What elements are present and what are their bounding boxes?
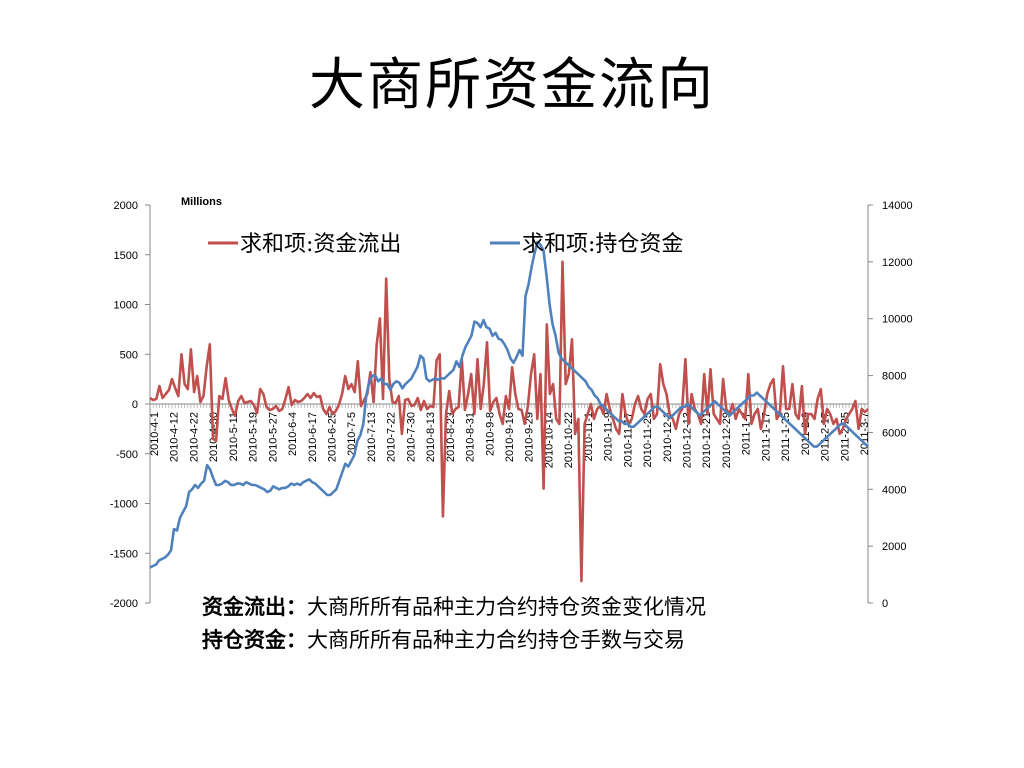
x-tick-label: 2010-6-4 — [287, 412, 299, 456]
left-tick-label: 1500 — [114, 250, 138, 262]
x-tick-label: 2010-8-31 — [465, 412, 477, 462]
x-tick-label: 2010-10-22 — [563, 412, 575, 468]
slide-title: 大商所资金流向 — [309, 53, 715, 118]
right-tick-label: 6000 — [882, 427, 906, 439]
x-tick-label: 2010-4-22 — [188, 412, 200, 462]
x-tick-label: 2010-5-11 — [228, 412, 240, 461]
x-tick-label: 2011-1-7 — [741, 412, 753, 455]
x-tick-label: 2010-12-3 — [662, 412, 674, 462]
note-1-desc: 大商所所有品种主力合约持仓资金变化情况 — [307, 595, 706, 619]
x-tick-label: 2010-6-25 — [327, 412, 339, 462]
right-tick-label: 14000 — [882, 200, 913, 212]
right-tick-label: 0 — [882, 598, 888, 610]
x-tick-label: 2010-6-17 — [307, 412, 319, 462]
x-tick-label: 2010-11-9 — [603, 412, 615, 461]
x-tick-label: 2010-12-21 — [701, 412, 713, 468]
x-tick-label: 2010-9-8 — [484, 412, 496, 456]
note-1-term: 资金流出 — [202, 594, 286, 619]
legend-label: 求和项:持仓资金 — [522, 232, 683, 257]
chart-series — [149, 240, 869, 583]
series-line — [149, 260, 869, 583]
x-tick-label: 2010-4-1 — [149, 412, 161, 456]
x-tick-label: 2010-4-12 — [169, 412, 181, 462]
left-tick-label: 0 — [132, 399, 138, 411]
right-tick-label: 8000 — [882, 371, 906, 383]
left-tick-label: -500 — [116, 449, 138, 461]
x-tick-label: 2010-5-27 — [267, 412, 279, 462]
left-tick-label: 500 — [120, 349, 138, 361]
x-tick-label: 2010-10-14 — [543, 412, 555, 468]
x-tick-label: 2010-5-19 — [248, 412, 260, 462]
right-tick-label: 4000 — [882, 484, 906, 496]
left-tick-label: -1000 — [110, 499, 138, 511]
x-tick-label: 2010-9-29 — [524, 412, 536, 462]
x-tick-label: 2010-7-13 — [366, 412, 378, 462]
note-2-desc: 大商所所有品种主力合约持仓手数与交易 — [307, 628, 685, 652]
x-tick-label: 2010-7-22 — [386, 412, 398, 462]
right-tick-label: 10000 — [882, 314, 913, 326]
x-tick-label: 2010-11-25 — [642, 412, 654, 467]
chart-legend: 求和项:资金流出 求和项:持仓资金 — [208, 232, 683, 257]
left-tick-label: -1500 — [110, 548, 138, 560]
left-tick-label: 2000 — [114, 200, 138, 212]
note-2-sep: ： — [286, 627, 307, 652]
x-tick-label: 2010-12-29 — [721, 412, 733, 468]
notes: 资金流出：大商所所有品种主力合约持仓资金变化情况 持仓资金：大商所所有品种主力合… — [202, 592, 802, 688]
right-tick-label: 12000 — [882, 257, 913, 269]
x-tick-label: 2011-1-17 — [760, 412, 772, 461]
x-tick-label: 2010-8-23 — [445, 412, 457, 462]
chart-axes: -2000 -1500 -1000 -500 0 500 1000 1500 2000 0 2000… — [110, 200, 913, 610]
legend-label: 求和项:资金流出 — [240, 232, 401, 257]
x-tick-label: 2010-12-13 — [682, 412, 694, 468]
right-tick-label: 2000 — [882, 541, 906, 553]
x-tick-label: 2010-8-13 — [425, 412, 437, 462]
note-2-term: 持仓资金 — [202, 627, 286, 652]
x-tick-label: 2010-7-30 — [405, 412, 417, 462]
x-tick-label: 2010-9-16 — [504, 412, 516, 462]
left-tick-label: 1000 — [114, 300, 138, 312]
unit-label: Millions — [181, 196, 222, 208]
left-tick-label: -2000 — [110, 598, 138, 610]
note-1-sep: ： — [286, 594, 307, 619]
series-line — [149, 240, 869, 569]
x-tick-label: 2011-3-7 — [859, 412, 871, 455]
note-2: 持仓资金：大商所所有品种主力合约持仓手数与交易 — [202, 625, 802, 655]
note-1: 资金流出：大商所所有品种主力合约持仓资金变化情况 — [202, 592, 802, 622]
